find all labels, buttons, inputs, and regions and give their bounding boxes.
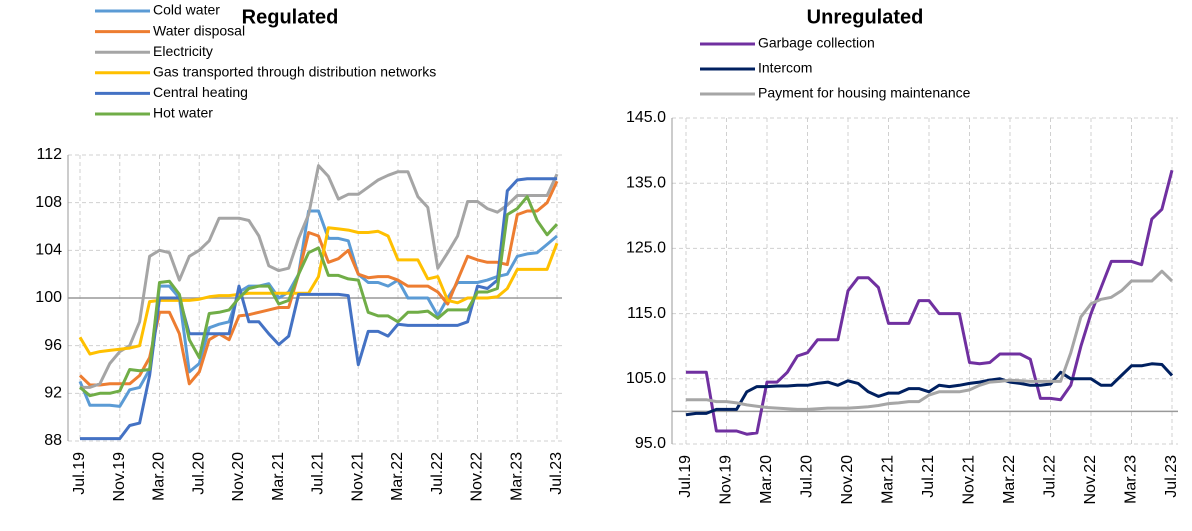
x-tick-label: Mar.21: [270, 452, 287, 501]
y-tick-label: 105.0: [626, 370, 666, 387]
x-tick-label: Mar.20: [151, 452, 168, 501]
x-tick-label: Jul.23: [548, 452, 565, 495]
x-tick-label: Nov.20: [839, 455, 856, 505]
x-tick-label: Nov.22: [469, 452, 486, 502]
x-tick-label: Jul.23: [1163, 455, 1180, 498]
y-tick-label: 100: [35, 289, 62, 306]
series-line: [685, 362, 1174, 417]
y-tick-label: 115.0: [627, 305, 666, 322]
legend-label: Central heating: [153, 84, 248, 100]
legend-label: Water disposal: [153, 22, 245, 38]
legend-label: Garbage collection: [758, 35, 875, 51]
y-tick-label: 92: [44, 385, 62, 402]
chart-title: Unregulated: [807, 6, 924, 28]
series-line: [80, 177, 557, 441]
legend-label: Cold water: [153, 2, 220, 18]
x-tick-label: Jul.19: [71, 452, 88, 495]
legend-label: Gas transported through distribution net…: [153, 64, 436, 80]
series-line: [79, 195, 559, 398]
y-tick-label: 125.0: [626, 240, 666, 257]
x-tick-label: Jul.20: [190, 452, 207, 495]
y-tick-label: 96: [44, 337, 62, 354]
x-tick-label: Jul.22: [1042, 455, 1059, 498]
series-line: [686, 269, 1174, 411]
legend-label: Payment for housing maintenance: [758, 85, 971, 101]
y-tick-label: 135.0: [626, 174, 666, 191]
y-tick-label: 108: [35, 194, 62, 211]
series-line: [686, 169, 1174, 436]
legend-label: Hot water: [153, 105, 213, 121]
x-tick-label: Mar.23: [1123, 455, 1140, 504]
x-tick-label: Jul.19: [677, 455, 694, 498]
y-tick-label: 112: [36, 146, 62, 163]
chart-title: Regulated: [242, 6, 339, 28]
x-tick-label: Nov.19: [718, 455, 735, 505]
x-tick-label: Mar.20: [758, 455, 775, 504]
y-tick-label: 95.0: [635, 435, 666, 452]
series-line: [78, 180, 559, 387]
x-tick-label: Mar.21: [880, 455, 897, 504]
x-tick-label: Jul.21: [310, 452, 327, 495]
y-tick-label: 145.0: [626, 109, 666, 126]
x-tick-label: Nov.20: [230, 452, 247, 502]
x-tick-label: Nov.22: [1082, 455, 1099, 505]
x-tick-label: Nov.21: [961, 455, 978, 505]
legend-label: Electricity: [153, 43, 213, 59]
x-tick-label: Nov.21: [349, 452, 366, 502]
x-tick-label: Mar.22: [1001, 455, 1018, 504]
legend-label: Intercom: [758, 60, 812, 76]
x-tick-label: Jul.21: [920, 455, 937, 498]
x-tick-label: Nov.19: [111, 452, 128, 502]
x-tick-label: Jul.20: [799, 455, 816, 498]
x-tick-label: Jul.22: [429, 452, 446, 495]
y-tick-label: 104: [35, 242, 62, 259]
series-line: [80, 164, 559, 389]
x-tick-label: Mar.23: [508, 452, 525, 501]
x-tick-label: Mar.22: [389, 452, 406, 501]
y-tick-label: 88: [44, 432, 62, 449]
